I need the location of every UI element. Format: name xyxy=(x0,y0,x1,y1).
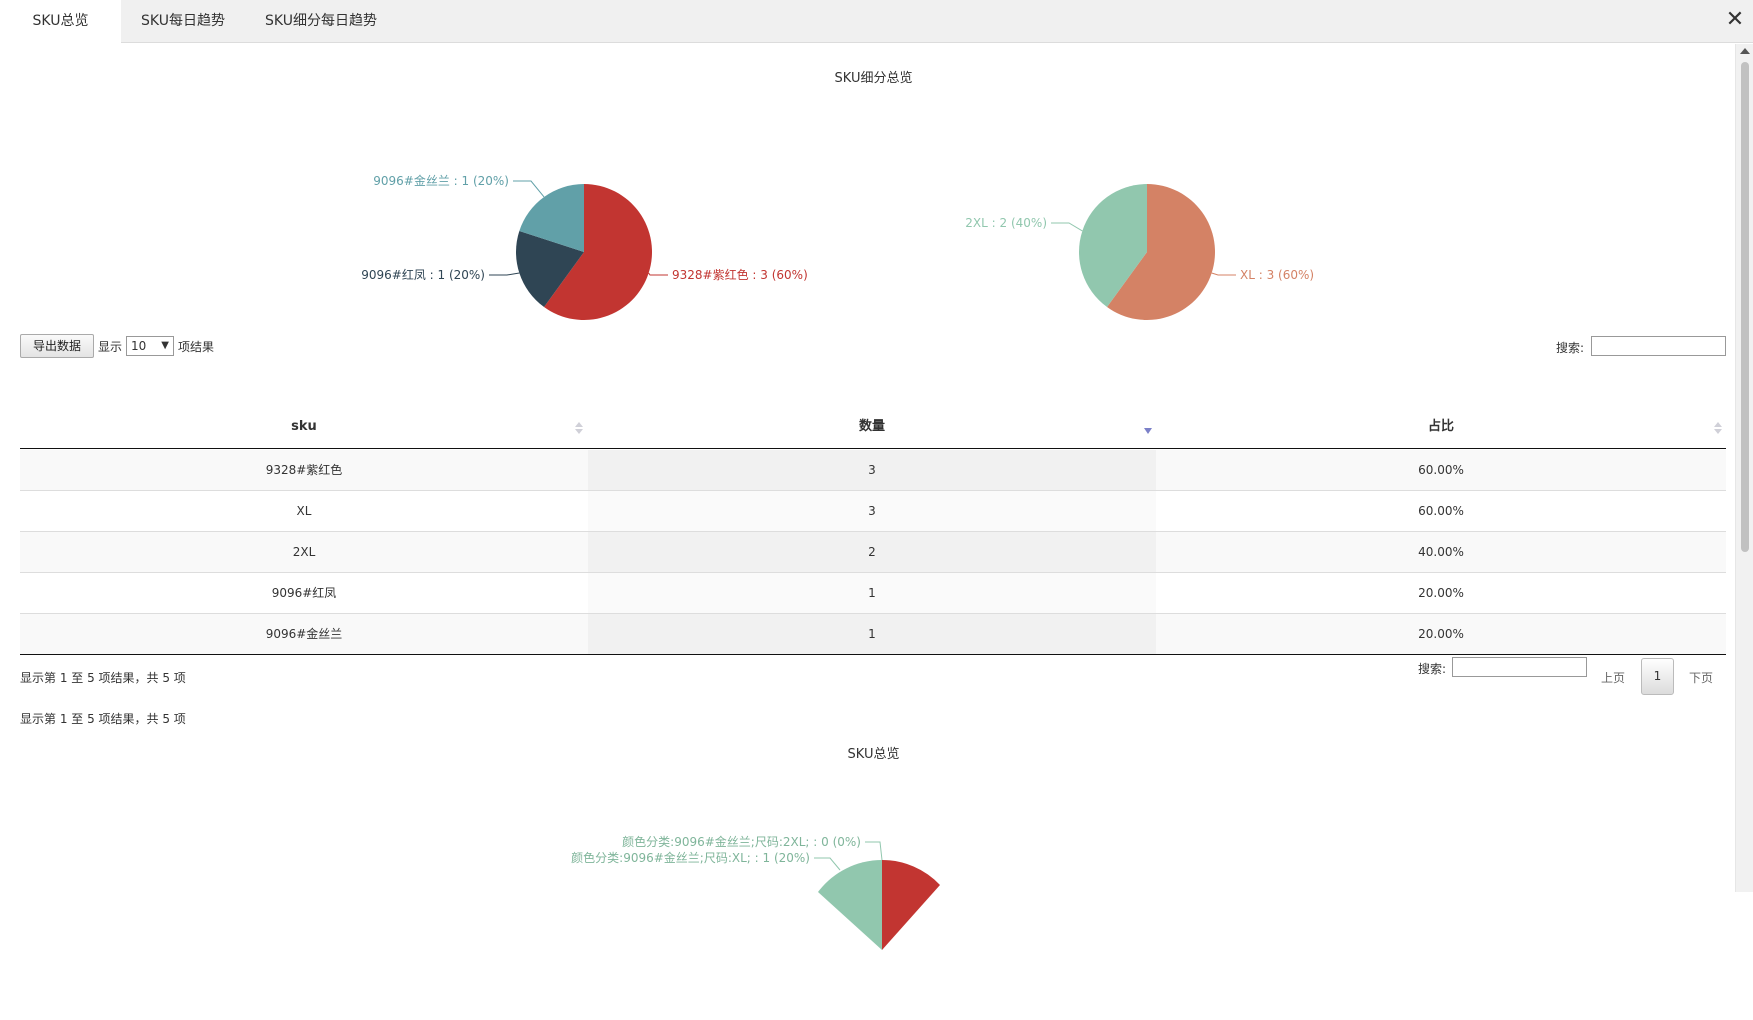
label-leader-line xyxy=(513,180,545,198)
pie-label: 9328#紫红色 : 3 (60%) xyxy=(672,267,808,282)
next-page-link[interactable]: 下页 xyxy=(1689,671,1714,685)
tab-sku-overview[interactable]: SKU总览 xyxy=(0,0,121,44)
chevron-down-icon: ▼ xyxy=(161,340,169,351)
cell-quantity: 3 xyxy=(588,450,1156,490)
table-info-secondary: 显示第 1 至 5 项结果，共 5 项 xyxy=(20,712,186,726)
sort-icon xyxy=(1714,422,1722,436)
label-leader-line xyxy=(489,272,520,276)
pie-slice-green xyxy=(818,860,882,950)
column-header-ratio[interactable]: 占比 xyxy=(1156,407,1726,449)
label-leader-line xyxy=(1051,222,1083,232)
cell-ratio: 20.00% xyxy=(1418,627,1464,641)
label-leader-line xyxy=(1211,272,1236,276)
cell-quantity: 1 xyxy=(588,573,1156,613)
column-header-quantity[interactable]: 数量 xyxy=(588,407,1156,449)
column-header-sku-label: sku xyxy=(291,419,317,434)
cell-ratio: 60.00% xyxy=(1418,504,1464,518)
scroll-thumb[interactable] xyxy=(1741,62,1749,552)
cell-sku: 9328#紫红色 xyxy=(265,463,343,477)
cell-sku: 9096#金丝兰 xyxy=(265,627,343,641)
pie-label: 9096#红凤 : 1 (20%) xyxy=(361,267,485,282)
pie-slice[interactable] xyxy=(1107,184,1216,320)
cell-sku: XL xyxy=(296,504,312,518)
column-header-ratio-label: 占比 xyxy=(1427,419,1454,434)
table-row[interactable]: 9096#红凤 1 20.00% xyxy=(20,573,1726,614)
table-header: sku 数量 占比 xyxy=(20,407,1726,449)
cell-ratio: 60.00% xyxy=(1418,463,1464,477)
close-icon[interactable]: ✕ xyxy=(1725,7,1745,32)
pie-slice-red xyxy=(882,860,940,950)
cell-ratio: 40.00% xyxy=(1418,545,1464,559)
pie-slice[interactable] xyxy=(544,184,652,320)
page-1-button[interactable]: 1 xyxy=(1641,658,1674,695)
show-label: 显示 xyxy=(98,340,123,354)
table-toolbar: 导出数据 显示 10 ▼ 项结果 搜索: xyxy=(20,334,1726,358)
prev-page-link[interactable]: 上页 xyxy=(1601,671,1626,685)
pie-label: 9096#金丝兰 : 1 (20%) xyxy=(373,173,509,188)
label-leader-line xyxy=(814,857,841,871)
pie-label: 颜色分类:9096#金丝兰;尺码:2XL; : 0 (0%) xyxy=(622,834,861,849)
cell-quantity: 1 xyxy=(588,614,1156,654)
pie-label: 颜色分类:9096#金丝兰;尺码:XL; : 1 (20%) xyxy=(571,850,810,865)
footer-search-label: 搜索: xyxy=(1418,662,1447,676)
table-row[interactable]: 9096#金丝兰 1 20.00% xyxy=(20,614,1726,655)
table-row[interactable]: XL 3 60.00% xyxy=(20,491,1726,532)
label-leader-line xyxy=(648,272,668,276)
scroll-up-arrow-icon[interactable] xyxy=(1740,48,1750,54)
pie-label: XL : 3 (60%) xyxy=(1240,268,1314,282)
column-header-sku[interactable]: sku xyxy=(20,407,588,449)
page-size-select[interactable]: 10 ▼ xyxy=(126,336,174,356)
cell-sku: 2XL xyxy=(292,545,316,559)
label-leader-line xyxy=(865,841,883,861)
show-suffix-label: 项结果 xyxy=(178,340,215,354)
section-title-sku-overview: SKU总览 xyxy=(847,747,900,762)
vertical-scrollbar[interactable] xyxy=(1735,44,1753,892)
table-info: 显示第 1 至 5 项结果，共 5 项 xyxy=(20,671,186,685)
tab-bar: SKU总览 SKU每日趋势 SKU细分每日趋势 ✕ xyxy=(0,0,1753,44)
section-title-sku-detail-overview: SKU细分总览 xyxy=(834,71,913,86)
pie-charts: 9328#紫红色 : 3 (60%) 9096#红凤 : 1 (20%) 9096#… xyxy=(361,173,1314,320)
export-data-button[interactable]: 导出数据 xyxy=(20,334,94,358)
cell-quantity: 3 xyxy=(588,491,1156,531)
sort-desc-icon xyxy=(1144,428,1152,434)
search-label: 搜索: xyxy=(1556,341,1585,355)
tab-sku-detail-daily-trend[interactable]: SKU细分每日趋势 xyxy=(265,13,377,29)
search-input[interactable] xyxy=(1591,336,1726,356)
cell-quantity: 2 xyxy=(588,532,1156,572)
page-size-value: 10 xyxy=(131,339,147,353)
pie-slice[interactable] xyxy=(516,230,584,308)
cell-ratio: 20.00% xyxy=(1418,586,1464,600)
tab-sku-daily-trend[interactable]: SKU每日趋势 xyxy=(141,13,225,29)
footer-search-input[interactable] xyxy=(1452,657,1587,677)
table-row[interactable]: 9328#紫红色 3 60.00% xyxy=(20,450,1726,491)
sort-icon xyxy=(575,422,583,436)
pie-slice[interactable] xyxy=(519,184,584,252)
cell-sku: 9096#红凤 xyxy=(271,586,337,600)
column-header-quantity-label: 数量 xyxy=(858,419,885,434)
table-row[interactable]: 2XL 2 40.00% xyxy=(20,532,1726,573)
pie-slice[interactable] xyxy=(1079,184,1147,308)
pie-label: 2XL : 2 (40%) xyxy=(965,216,1047,230)
sku-overview-pie: 颜色分类:9096#金丝兰;尺码:2XL; : 0 (0%) 颜色分类:9096… xyxy=(571,834,940,950)
